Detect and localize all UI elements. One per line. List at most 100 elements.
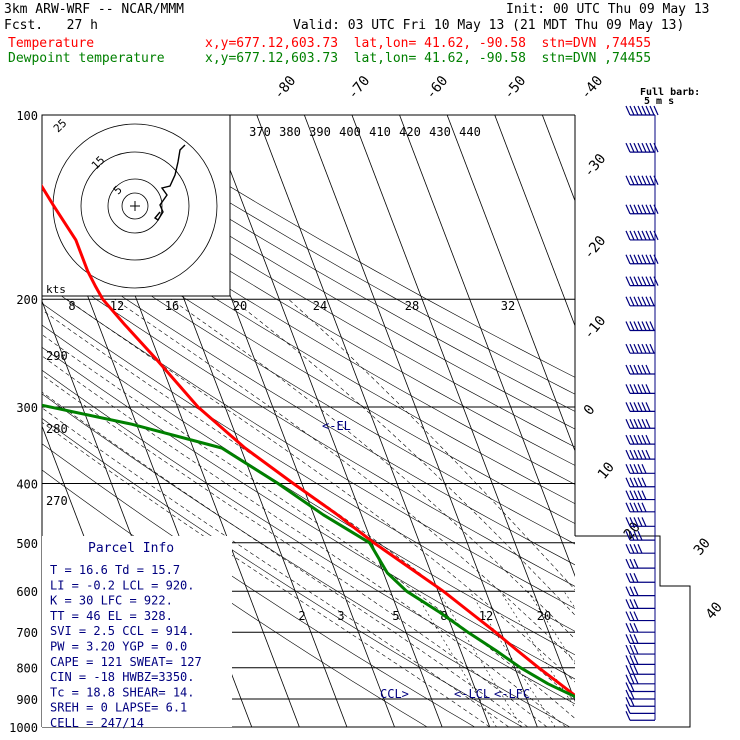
mixing-ratio-line [438,591,522,727]
wind-barb-feather [641,364,647,375]
wind-barb-feather [641,254,647,264]
wind-barb-feather [641,276,647,286]
aux-scale-label: 270 [46,494,68,508]
wind-barb-feather [629,502,635,513]
wind-barb [625,321,655,332]
wind-barb-feather [625,634,631,644]
wind-speed-label: 20 [233,299,247,313]
wind-barb-feather [625,321,631,331]
wind-barb-feather [633,384,639,394]
wind-barb-feather [629,611,635,621]
wind-barb-feather [653,105,659,116]
wind-barb [625,105,659,116]
wind-barb [625,364,655,375]
dry-adiabat-line [42,369,575,705]
wind-barb-feather [625,572,631,583]
dewpoint-legend-label: Dewpoint temperature [8,51,165,66]
wind-barb-feather [641,449,647,460]
wind-barb-feather [629,634,635,644]
wind-barb [625,402,655,412]
wind-speed-label: 16 [165,299,179,313]
wind-barb [625,665,655,675]
wind-barb [625,343,655,354]
wind-barb-feather [649,204,655,215]
wind-barb-feather [633,142,639,153]
wind-barb-feather [625,611,631,621]
wind-barb [625,644,655,655]
wind-barb-feather [633,572,639,583]
wind-barb-feather [641,517,647,527]
wind-barb [625,477,655,488]
wind-barb [625,464,655,474]
wind-barb-feather [629,276,635,286]
isotherm-line [303,115,538,727]
parcel-info-panel [42,536,232,727]
wind-barb-feather [629,175,635,185]
wind-barb-feather [645,419,651,429]
hodograph-kts-label: kts [46,283,66,296]
dry-adiabat-line [42,418,523,727]
wind-barb-feather [625,697,631,707]
wind-barb-feather [625,204,631,215]
theta-label: 410 [369,125,391,139]
wind-barb-feather [629,689,635,700]
wind-barb-feather [637,517,643,527]
wind-barb-feather [629,490,635,500]
wind-barb-feather [625,586,631,596]
pressure-label: 600 [16,585,38,599]
wind-barb-feather [645,204,651,215]
wind-barb-feather [649,175,655,185]
theta-label: 400 [339,125,361,139]
wind-barb-feather [633,674,639,685]
wind-barb-feather [633,586,639,596]
moist-adiabat-line [170,298,575,640]
wind-barb-feather [641,490,647,500]
wind-barb-feather [625,254,631,264]
wind-barb-feather [625,230,631,241]
lower-frame [42,535,691,728]
wind-barb-feather [625,655,631,665]
wind-barb-feather [625,530,631,541]
wind-barb-feather [645,402,651,412]
wind-barb-feather [629,697,635,707]
wind-barb-feather [629,572,635,583]
wind-barb [625,254,659,265]
theta-label: 390 [309,125,331,139]
wind-barb-feather [629,644,635,655]
isotherm-line [446,115,575,452]
wind-barb-feather [625,384,631,394]
wind-barb-feather [649,142,655,153]
isotherm-label: 10 [595,459,618,482]
wind-barb-feather [633,105,639,116]
ccl-marker: CCL> [380,687,409,701]
dry-adiabat-line [42,324,575,656]
wind-barb-feather [629,402,635,412]
parcel-info-row: CELL = 247/14 [50,716,144,730]
wind-barb-feather [649,105,655,116]
valid-time: Valid: 03 UTC Fri 10 May 13 (21 MDT Thu … [293,18,685,33]
temperature-location-info: x,y=677.12,603.73 lat,lon= 41.62, -90.58… [205,36,652,51]
wind-barb-feather [649,343,655,354]
dry-adiabat-line [88,115,575,395]
lcl-marker: <-LCL [454,687,490,701]
wind-barb-feather [633,543,639,554]
wind-barb-feather [649,254,655,264]
pressure-label: 300 [16,401,38,415]
isotherm-line [541,115,575,202]
dry-adiabat-line [64,115,575,412]
wind-barb-feather [637,343,643,354]
dry-adiabat-line [113,115,575,378]
temperature-trace [42,183,575,698]
isotherm-line [0,115,14,727]
pressure-label: 400 [16,477,38,491]
wind-barb [625,674,655,685]
wind-barb [625,689,655,700]
theta-label: 370 [249,125,271,139]
parcel-info-row: PW = 3.20 YGP = 0.0 [50,640,187,654]
wind-barb [625,502,655,513]
wind-barb-feather [641,384,647,394]
wind-barb-feather [645,296,651,307]
wind-barb [625,634,655,644]
temperature-legend-label: Temperature [8,36,95,51]
mixing-ratio-label: 5 [392,609,399,623]
